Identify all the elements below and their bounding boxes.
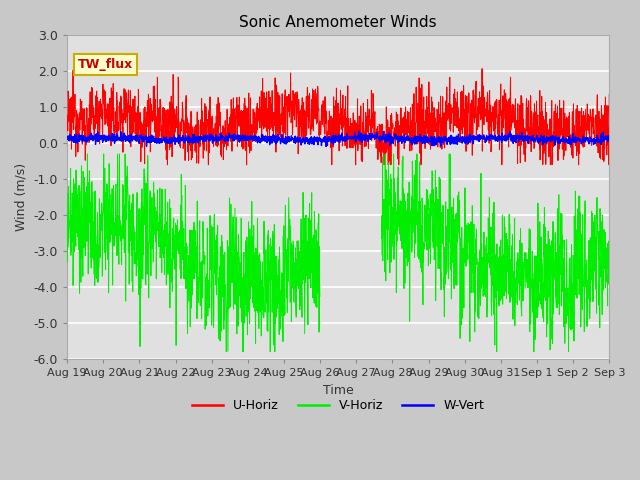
Title: Sonic Anemometer Winds: Sonic Anemometer Winds — [239, 15, 437, 30]
Text: TW_flux: TW_flux — [78, 58, 133, 71]
X-axis label: Time: Time — [323, 384, 353, 396]
Y-axis label: Wind (m/s): Wind (m/s) — [15, 163, 28, 231]
Legend: U-Horiz, V-Horiz, W-Vert: U-Horiz, V-Horiz, W-Vert — [187, 395, 490, 418]
